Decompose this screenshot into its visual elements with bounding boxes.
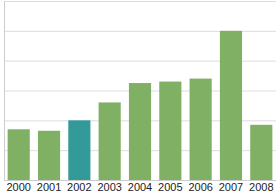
x-tick-label: 2003 [97, 181, 121, 193]
grid-line [4, 1, 276, 2]
bar [250, 125, 272, 180]
bar [38, 131, 60, 180]
x-tick: 2008 [249, 180, 273, 193]
bar [99, 102, 121, 180]
x-axis: 2000 2001 2002 2003 2004 2005 2006 2007 2008 [5, 180, 277, 193]
bar [159, 82, 181, 180]
x-tick-label: 2005 [158, 181, 182, 193]
x-tick-label: 2000 [6, 181, 30, 193]
bar [8, 129, 30, 180]
x-tick: 2003 [97, 180, 121, 193]
x-tick-label: 2002 [67, 181, 91, 193]
y-axis-line [4, 2, 5, 181]
x-tick: 2004 [128, 180, 152, 193]
x-tick: 2007 [219, 180, 243, 193]
x-tick: 2005 [158, 180, 182, 193]
bar [220, 31, 242, 180]
bars [8, 31, 273, 180]
x-tick: 2002 [67, 180, 91, 193]
bar [129, 83, 151, 180]
chart: 2000 2001 2002 2003 2004 2005 2006 2007 2008 [0, 0, 280, 195]
x-tick-label: 2001 [37, 181, 61, 193]
bar [190, 79, 212, 180]
x-tick: 2006 [188, 180, 212, 193]
x-tick-label: 2008 [249, 181, 273, 193]
x-tick-label: 2004 [128, 181, 152, 193]
x-tick-label: 2006 [188, 181, 212, 193]
x-tick: 2000 [6, 180, 30, 193]
y-axis [4, 2, 6, 181]
x-tick: 2001 [37, 180, 61, 193]
grid [4, 2, 276, 181]
bar [68, 120, 90, 180]
plot: 2000 2001 2002 2003 2004 2005 2006 2007 2008 [4, 2, 277, 193]
x-tick-label: 2007 [219, 181, 243, 193]
